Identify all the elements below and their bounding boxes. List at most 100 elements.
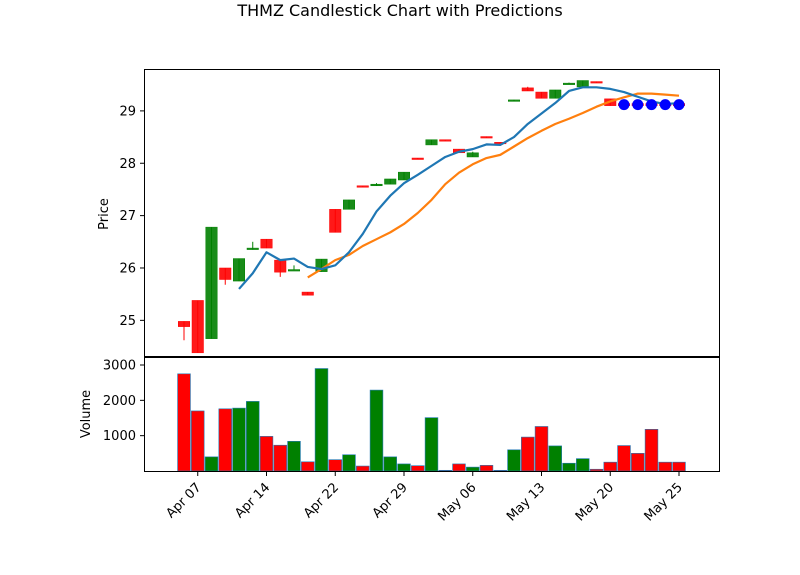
volume-bar [548, 445, 562, 472]
volume-bar [232, 407, 246, 472]
candle-body [343, 199, 355, 210]
volume-bars [177, 368, 686, 472]
price-tick-label: 29 [119, 104, 136, 119]
date-tick-label: May 25 [642, 480, 686, 524]
price-tick-label: 28 [119, 157, 136, 172]
volume-bar [273, 444, 287, 472]
ma-short-line [238, 86, 680, 290]
candle-body [233, 258, 245, 282]
volume-bar [191, 410, 205, 472]
volume-tick-label: 2000 [103, 394, 136, 409]
volume-bar [521, 436, 535, 472]
price-y-ticks: 25 26 27 28 29 [119, 104, 145, 329]
candle-body [384, 178, 397, 185]
volume-tick-label: 3000 [103, 359, 136, 374]
volume-bar [177, 373, 191, 472]
volume-bar [507, 449, 521, 472]
volume-bar [493, 469, 507, 472]
candle-body [439, 139, 452, 142]
volume-bar [617, 445, 631, 472]
prediction-point [632, 99, 644, 111]
candle-body [356, 185, 369, 188]
volume-bar [424, 417, 439, 472]
volume-bar [218, 408, 232, 472]
candle-body [549, 89, 562, 99]
prediction-point [646, 99, 657, 111]
volume-y-label: Volume [79, 390, 94, 438]
volume-bar [301, 461, 315, 472]
date-tick-label: May 13 [504, 480, 548, 524]
volume-bar [589, 468, 604, 472]
candle-body [246, 247, 259, 250]
chart-title: THMZ Candlestick Chart with Predictions [236, 1, 562, 20]
prediction-point [673, 99, 685, 111]
candle-body [508, 99, 520, 102]
candle-body [260, 238, 273, 249]
date-tick-label: Apr 14 [232, 480, 273, 521]
date-tick-label: May 06 [435, 480, 479, 524]
volume-bar [342, 454, 356, 472]
candle-body [191, 300, 204, 354]
volume-bar [204, 456, 219, 472]
candle-body [576, 80, 589, 88]
price-tick-label: 26 [119, 261, 136, 276]
moving-average-lines [238, 86, 680, 290]
date-tick-label: May 20 [573, 480, 617, 524]
volume-bar [438, 469, 452, 472]
volume-bar [411, 465, 425, 472]
candle-body [301, 291, 314, 296]
candle-body [178, 321, 190, 327]
volume-bar [383, 456, 397, 472]
price-axes-frame [144, 69, 720, 357]
date-tick-label: Apr 07 [163, 480, 204, 521]
volume-bar [356, 465, 370, 472]
volume-bar [534, 426, 549, 472]
volume-axes-frame [144, 357, 720, 472]
volume-bar [287, 441, 301, 472]
volume-bar [259, 436, 274, 472]
date-tick-label: Apr 29 [370, 480, 411, 521]
volume-y-ticks: 1000 2000 3000 [103, 359, 145, 444]
candle-body [535, 91, 548, 99]
price-tick-label: 27 [119, 209, 136, 224]
candle-body [370, 183, 383, 187]
candle-body [590, 81, 603, 84]
candle-body [274, 259, 287, 273]
volume-bar [479, 465, 494, 472]
volume-bar [658, 461, 672, 472]
candle-body [411, 157, 424, 160]
candle-body [288, 269, 300, 272]
candle-body [563, 82, 575, 85]
date-tick-label: Apr 22 [301, 480, 342, 521]
volume-bar [397, 463, 411, 472]
volume-bar [576, 458, 590, 472]
price-tick-label: 25 [119, 314, 136, 329]
volume-bar [603, 461, 617, 472]
volume-bar [369, 389, 384, 472]
volume-bar [452, 463, 466, 472]
volume-bar [672, 461, 686, 472]
volume-bar [562, 462, 576, 472]
price-y-label: Price [97, 198, 112, 230]
candle-body [425, 139, 438, 146]
prediction-point [618, 99, 630, 111]
volume-bar [314, 368, 329, 472]
candle-body [205, 226, 218, 339]
candles [178, 80, 685, 354]
volume-tick-label: 1000 [103, 429, 136, 444]
volume-bar [644, 429, 659, 472]
price-panel: 25 26 27 28 29 Price [97, 69, 720, 357]
candle-body [219, 267, 232, 280]
volume-bar [466, 466, 480, 472]
prediction-point [659, 99, 671, 111]
volume-bar [631, 453, 645, 472]
candle-body [480, 136, 493, 139]
prediction-points [618, 99, 685, 111]
date-x-ticks: Apr 07 Apr 14 Apr 22 Apr 29 May 06 May 13 May … [163, 471, 686, 524]
ma-long-line [307, 92, 680, 279]
candle-body [329, 209, 342, 233]
volume-bar [246, 401, 260, 472]
candle-body [466, 152, 479, 158]
